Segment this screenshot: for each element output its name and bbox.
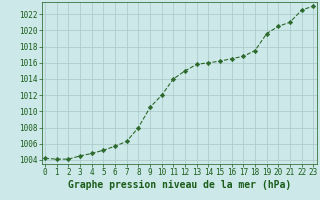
X-axis label: Graphe pression niveau de la mer (hPa): Graphe pression niveau de la mer (hPa) — [68, 180, 291, 190]
